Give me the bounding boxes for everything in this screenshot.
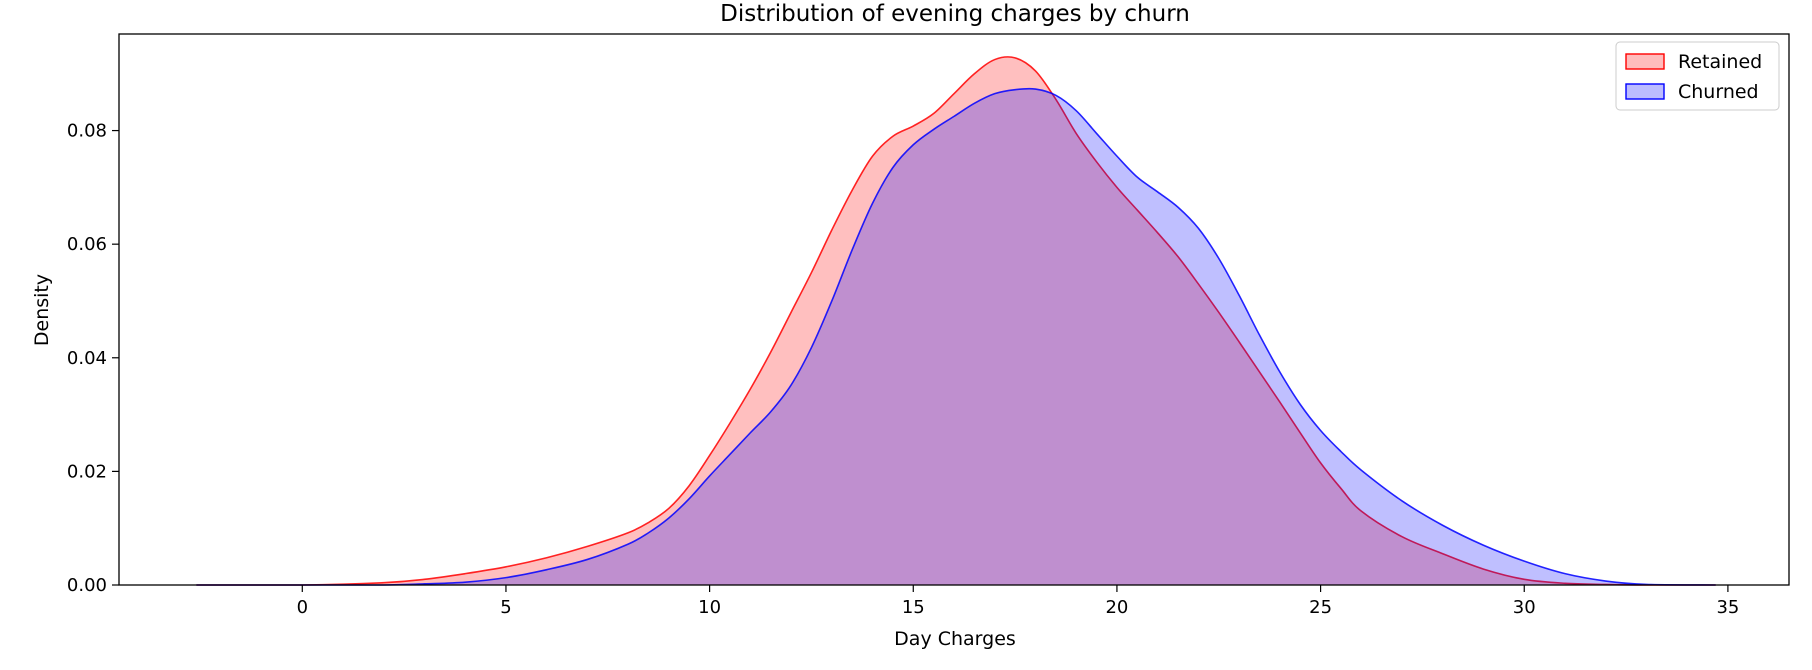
x-tick-label-0: 0 [297,597,308,618]
y-axis-label: Density [31,274,53,346]
x-tick-label-3: 15 [902,597,925,618]
line-retained [196,56,1716,586]
legend-label-churned: Churned [1678,81,1759,103]
x-tick-label-6: 30 [1513,597,1536,618]
legend: Retained Churned [1615,41,1780,111]
plot-area [196,56,1716,586]
plot-frame [118,33,1790,586]
x-tick-label-4: 20 [1105,597,1128,618]
y-tick-label-4: 0.08 [67,121,107,142]
y-tick-label-3: 0.06 [67,234,107,255]
legend-swatch-churned [1625,83,1665,100]
chart-title: Distribution of evening charges by churn [720,1,1190,27]
x-tick-label-1: 5 [500,597,511,618]
y-tick-label-1: 0.02 [67,461,107,482]
line-churned [196,87,1716,586]
x-tick-label-2: 10 [698,597,721,618]
legend-swatch-retained [1625,53,1665,70]
x-axis-label: Day Charges [894,628,1016,650]
y-axis: 0.00 0.02 0.04 0.06 0.08 [67,121,119,596]
x-tick-label-7: 35 [1716,597,1739,618]
x-tick-label-5: 25 [1309,597,1332,618]
y-tick-label-2: 0.04 [67,348,107,369]
area-churned [196,88,1716,585]
area-retained [196,56,1716,585]
y-tick-label-0: 0.00 [67,575,107,596]
legend-label-retained: Retained [1678,51,1762,73]
x-axis: 0 5 10 15 20 25 30 35 [297,585,1739,618]
